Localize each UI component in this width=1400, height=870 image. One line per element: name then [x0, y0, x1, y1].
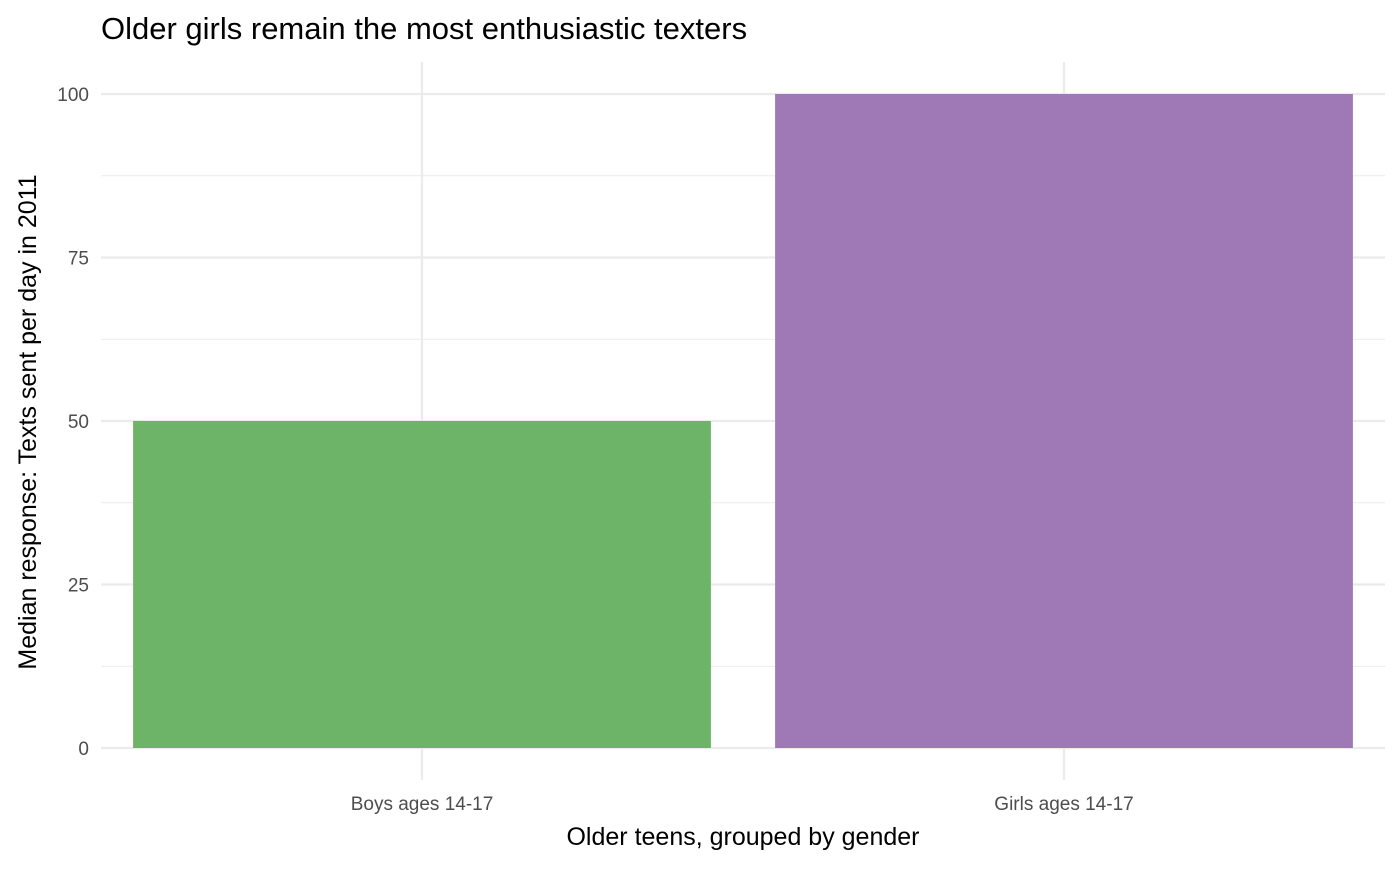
y-tick-label: 100 [57, 85, 89, 106]
tick-layer: 0 25 50 75 100 Boys ages 14-17 Girls ages 14-1… [57, 85, 1133, 815]
y-tick-label: 75 [68, 249, 89, 270]
chart-title: Older girls remain the most enthusiastic… [101, 11, 747, 46]
bar-1 [133, 421, 711, 748]
x-axis-title: Older teens, grouped by gender [566, 823, 919, 851]
x-tick-label: Girls ages 14-17 [994, 794, 1133, 815]
bar-2 [775, 94, 1353, 748]
y-tick-label: 50 [68, 412, 89, 433]
y-tick-label: 0 [78, 739, 89, 760]
bar-layer [133, 94, 1353, 748]
x-tick-label: Boys ages 14-17 [351, 794, 494, 815]
y-tick-label: 25 [68, 576, 89, 597]
y-axis-title: Median response: Texts sent per day in 2… [14, 174, 42, 669]
